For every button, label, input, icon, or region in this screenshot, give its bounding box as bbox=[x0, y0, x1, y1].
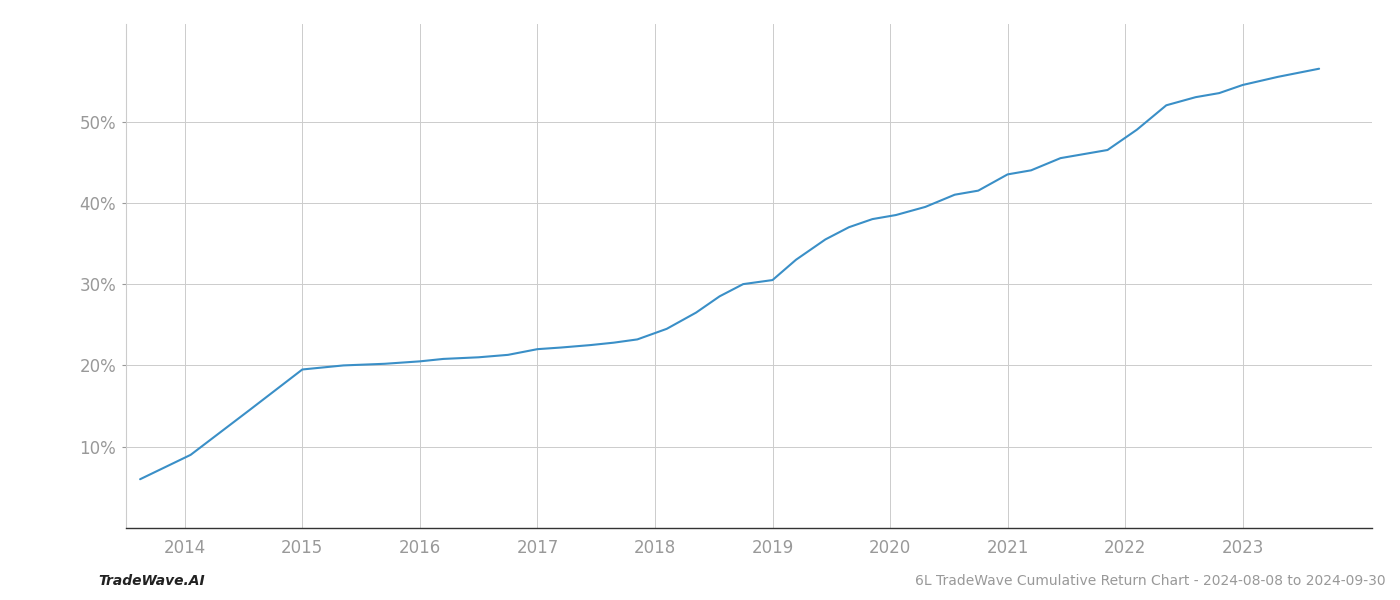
Text: 6L TradeWave Cumulative Return Chart - 2024-08-08 to 2024-09-30: 6L TradeWave Cumulative Return Chart - 2… bbox=[916, 574, 1386, 588]
Text: TradeWave.AI: TradeWave.AI bbox=[98, 574, 204, 588]
